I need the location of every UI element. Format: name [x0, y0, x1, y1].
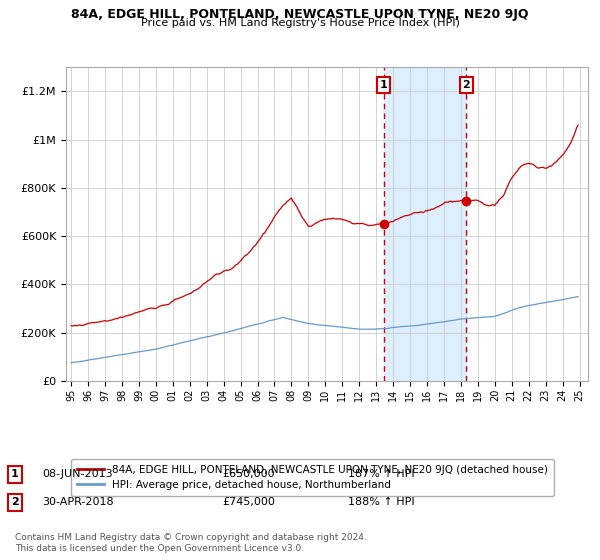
Text: 187% ↑ HPI: 187% ↑ HPI	[348, 469, 415, 479]
Text: £745,000: £745,000	[222, 497, 275, 507]
Text: 08-JUN-2013: 08-JUN-2013	[42, 469, 113, 479]
Text: 2: 2	[11, 497, 19, 507]
Text: £650,000: £650,000	[222, 469, 275, 479]
Text: 188% ↑ HPI: 188% ↑ HPI	[348, 497, 415, 507]
Legend: 84A, EDGE HILL, PONTELAND, NEWCASTLE UPON TYNE, NE20 9JQ (detached house), HPI: : 84A, EDGE HILL, PONTELAND, NEWCASTLE UPO…	[71, 459, 554, 496]
Text: 1: 1	[380, 80, 388, 90]
Text: 84A, EDGE HILL, PONTELAND, NEWCASTLE UPON TYNE, NE20 9JQ: 84A, EDGE HILL, PONTELAND, NEWCASTLE UPO…	[71, 8, 529, 21]
Bar	[383, 67, 466, 381]
Text: 2: 2	[463, 80, 470, 90]
Text: Price paid vs. HM Land Registry's House Price Index (HPI): Price paid vs. HM Land Registry's House …	[140, 18, 460, 29]
Text: 1: 1	[11, 469, 19, 479]
Text: Contains HM Land Registry data © Crown copyright and database right 2024.
This d: Contains HM Land Registry data © Crown c…	[15, 533, 367, 553]
Text: 30-APR-2018: 30-APR-2018	[42, 497, 113, 507]
